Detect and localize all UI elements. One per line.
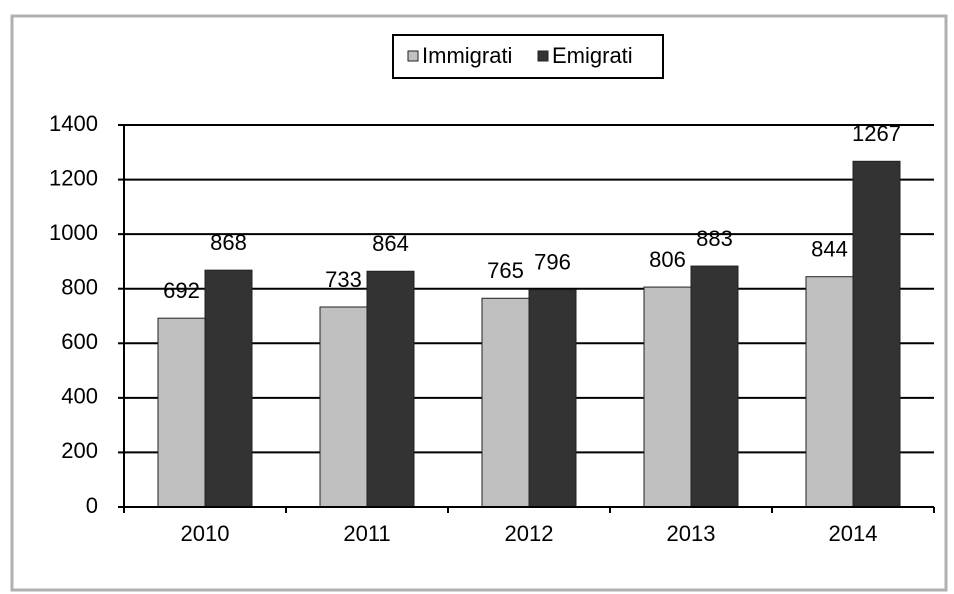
x-tick-label: 2011 — [343, 521, 390, 546]
data-label: 868 — [210, 230, 247, 255]
data-label: 844 — [811, 237, 848, 262]
data-label: 692 — [163, 278, 200, 303]
bar — [481, 297, 530, 508]
data-label: 883 — [696, 226, 733, 251]
legend-box — [392, 34, 664, 79]
y-tick-label: 400 — [61, 384, 98, 409]
bar — [852, 160, 901, 508]
y-tick-label: 1000 — [49, 220, 98, 245]
x-tick-label: 2013 — [667, 521, 716, 546]
legend-swatch — [407, 50, 419, 62]
bar — [690, 265, 739, 508]
x-tick-label: 2012 — [505, 521, 554, 546]
legend-label: Immigrati — [422, 43, 512, 68]
data-label: 733 — [325, 267, 362, 292]
bar — [319, 306, 368, 508]
y-tick-label: 1200 — [49, 165, 98, 190]
data-label: 806 — [649, 247, 686, 272]
x-tick-label: 2014 — [829, 521, 878, 546]
data-label: 864 — [372, 231, 409, 256]
bar — [204, 269, 253, 508]
y-tick-label: 200 — [61, 438, 98, 463]
y-tick-label: 600 — [61, 329, 98, 354]
x-tick-label: 2010 — [181, 521, 230, 546]
data-label: 765 — [487, 258, 524, 283]
legend-label: Emigrati — [552, 43, 633, 68]
bar — [157, 317, 206, 508]
data-label: 796 — [534, 250, 571, 275]
bar — [366, 270, 415, 508]
bar — [643, 286, 692, 508]
y-tick-label: 1400 — [49, 111, 98, 136]
y-tick-label: 800 — [61, 275, 98, 300]
y-tick-label: 0 — [86, 493, 98, 518]
data-label: 1267 — [852, 121, 901, 146]
bar — [528, 289, 577, 508]
bar — [805, 276, 854, 508]
legend-swatch — [537, 50, 549, 62]
